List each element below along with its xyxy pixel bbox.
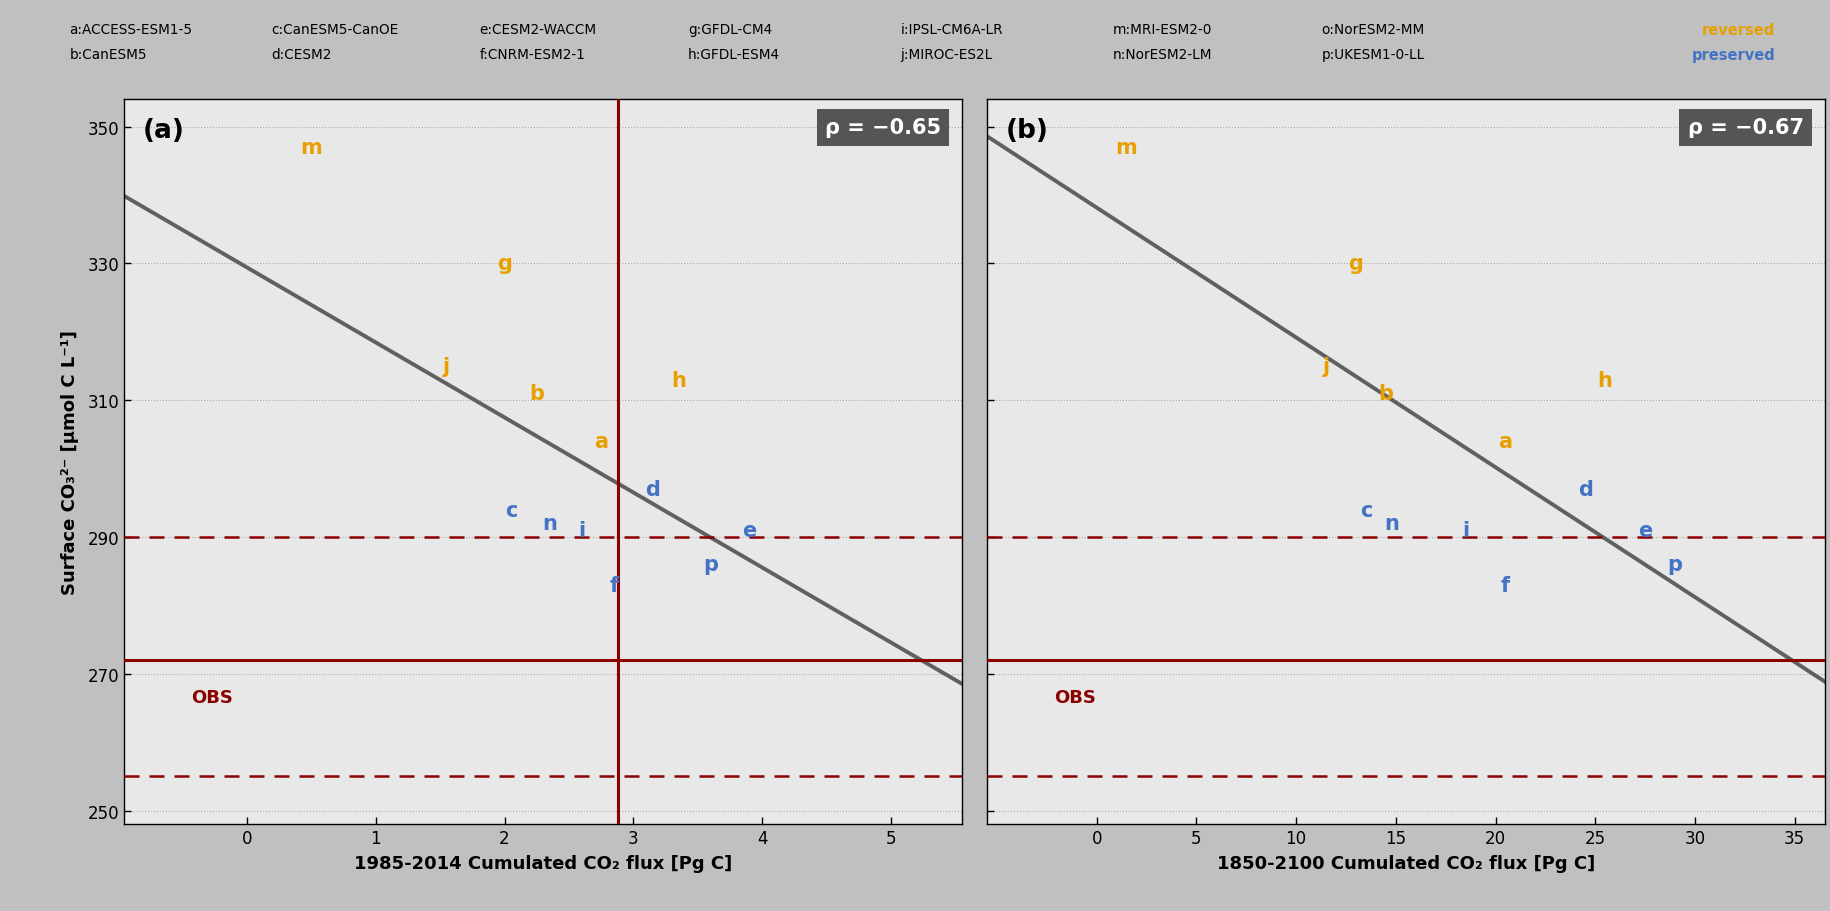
Text: f: f [609, 576, 619, 595]
Text: h: h [672, 371, 686, 390]
Text: a: a [1499, 432, 1512, 452]
Text: f: f [1501, 576, 1510, 595]
Text: OBS: OBS [192, 688, 232, 706]
Text: c:CanESM5-CanOE: c:CanESM5-CanOE [271, 23, 399, 36]
Text: c: c [505, 500, 518, 520]
Text: b: b [529, 384, 544, 404]
Text: h:GFDL-ESM4: h:GFDL-ESM4 [688, 48, 780, 62]
Text: n: n [542, 514, 556, 534]
Text: a:ACCESS-ESM1-5: a:ACCESS-ESM1-5 [70, 23, 192, 36]
Text: ρ = −0.67: ρ = −0.67 [1687, 118, 1804, 138]
Text: j:MIROC-ES2L: j:MIROC-ES2L [900, 48, 992, 62]
Text: p: p [703, 555, 717, 575]
Text: m: m [300, 138, 322, 158]
Text: (a): (a) [143, 118, 185, 144]
Text: a: a [595, 432, 608, 452]
Text: b:CanESM5: b:CanESM5 [70, 48, 146, 62]
Text: g:GFDL-CM4: g:GFDL-CM4 [688, 23, 772, 36]
Text: ρ = −0.65: ρ = −0.65 [825, 118, 941, 138]
Text: d: d [1577, 480, 1592, 499]
Text: e: e [1638, 521, 1652, 540]
Text: b: b [1378, 384, 1393, 404]
Text: p: p [1667, 555, 1682, 575]
Text: i: i [578, 521, 586, 540]
Text: m:MRI-ESM2-0: m:MRI-ESM2-0 [1113, 23, 1211, 36]
Text: reversed: reversed [1702, 23, 1775, 37]
Text: o:NorESM2-MM: o:NorESM2-MM [1321, 23, 1424, 36]
Y-axis label: Surface CO₃²⁻ [μmol C L⁻¹]: Surface CO₃²⁻ [μmol C L⁻¹] [62, 330, 79, 595]
Text: h: h [1598, 371, 1612, 390]
Text: d:CESM2: d:CESM2 [271, 48, 331, 62]
Text: e: e [743, 521, 756, 540]
Text: g: g [1349, 254, 1363, 274]
Text: OBS: OBS [1054, 688, 1096, 706]
Text: e:CESM2-WACCM: e:CESM2-WACCM [479, 23, 597, 36]
Text: j: j [1323, 357, 1330, 376]
Text: p:UKESM1-0-LL: p:UKESM1-0-LL [1321, 48, 1424, 62]
Text: m: m [1116, 138, 1138, 158]
Text: n: n [1383, 514, 1400, 534]
X-axis label: 1850-2100 Cumulated CO₂ flux [Pg C]: 1850-2100 Cumulated CO₂ flux [Pg C] [1217, 855, 1596, 872]
Text: i: i [1462, 521, 1469, 540]
Text: f:CNRM-ESM2-1: f:CNRM-ESM2-1 [479, 48, 586, 62]
Text: preserved: preserved [1691, 48, 1775, 63]
Text: i:IPSL-CM6A-LR: i:IPSL-CM6A-LR [900, 23, 1003, 36]
Text: j: j [443, 357, 450, 376]
Text: n:NorESM2-LM: n:NorESM2-LM [1113, 48, 1211, 62]
X-axis label: 1985-2014 Cumulated CO₂ flux [Pg C]: 1985-2014 Cumulated CO₂ flux [Pg C] [353, 855, 732, 872]
Text: (b): (b) [1005, 118, 1049, 144]
Text: g: g [498, 254, 512, 274]
Text: d: d [646, 480, 661, 499]
Text: c: c [1360, 500, 1372, 520]
